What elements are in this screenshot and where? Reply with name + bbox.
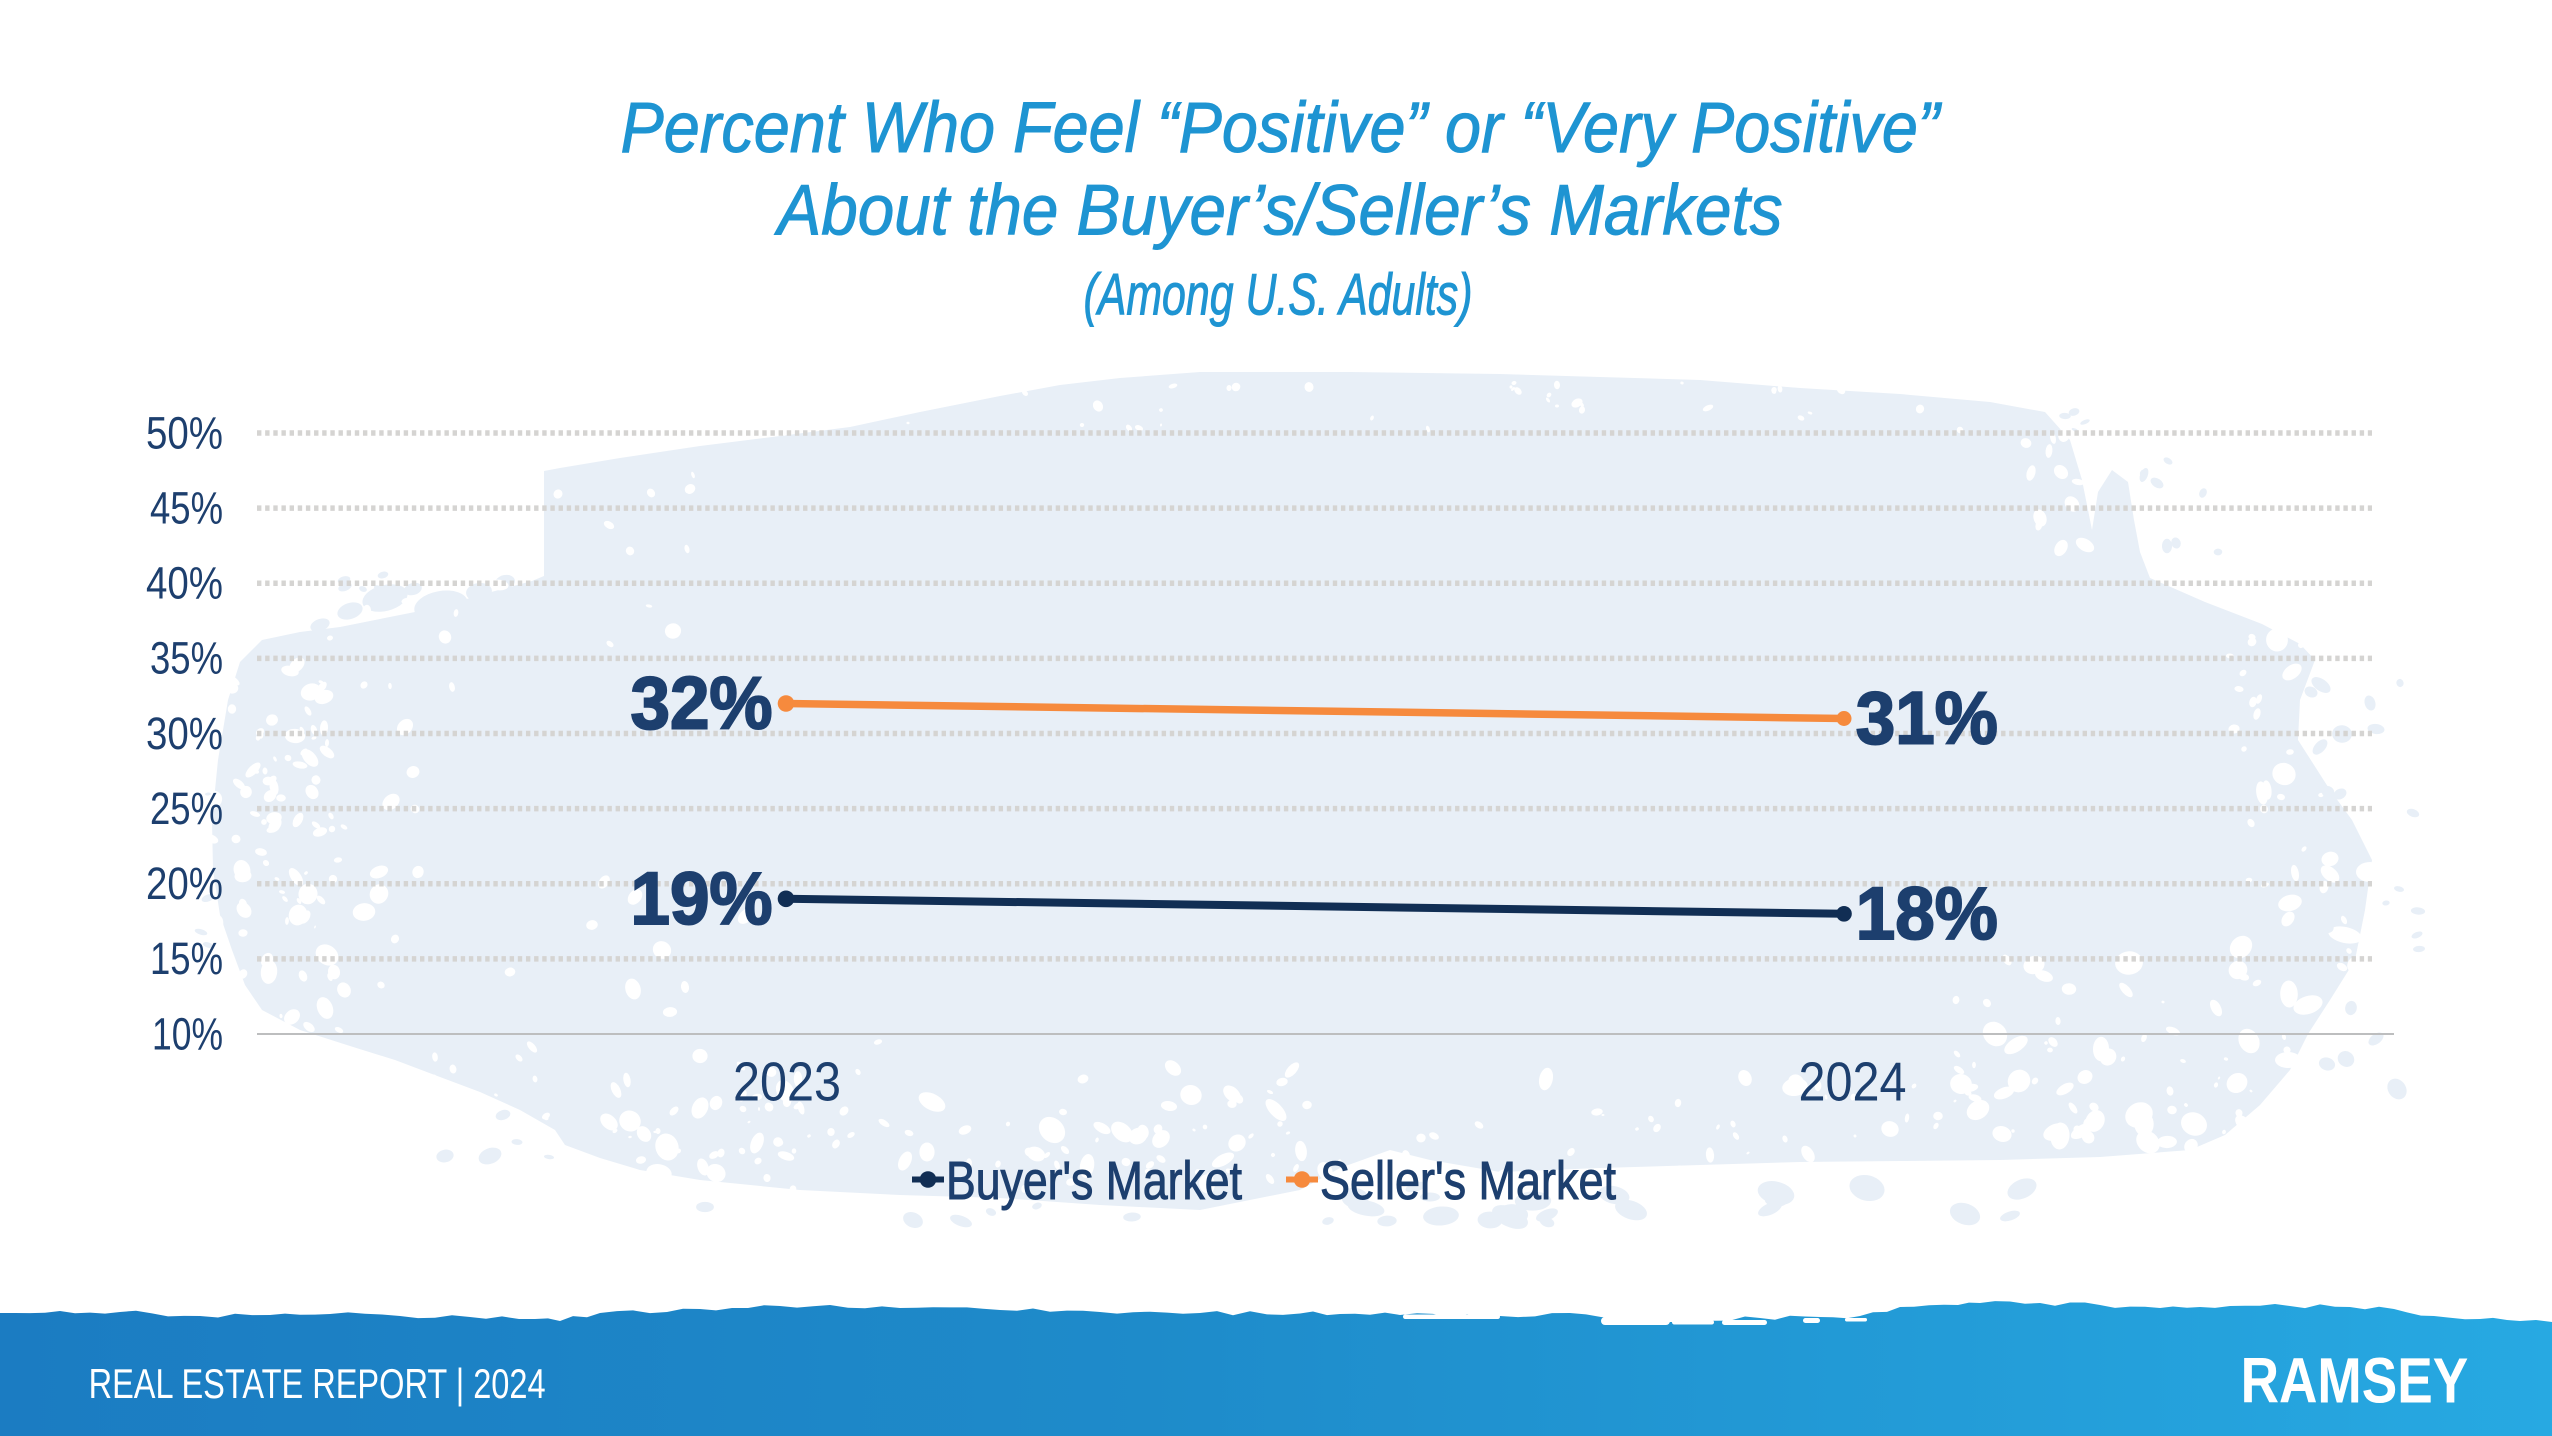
svg-text:Seller's Market: Seller's Market (1320, 1151, 1616, 1211)
svg-text:15%: 15% (150, 933, 223, 984)
svg-text:45%: 45% (150, 482, 223, 533)
svg-text:Percent Who Feel “Positive” or: Percent Who Feel “Positive” or “Very Pos… (621, 89, 1943, 168)
svg-text:About the Buyer’s/Seller’s Mar: About the Buyer’s/Seller’s Markets (774, 172, 1783, 251)
svg-text:50%: 50% (146, 407, 223, 458)
svg-text:20%: 20% (146, 858, 223, 909)
svg-text:RAMSEY: RAMSEY (2241, 1344, 2469, 1416)
svg-text:10%: 10% (152, 1008, 223, 1059)
svg-text:(Among U.S. Adults): (Among U.S. Adults) (1084, 263, 1473, 328)
svg-text:Buyer's Market: Buyer's Market (946, 1151, 1242, 1211)
svg-text:32%: 32% (631, 662, 773, 745)
svg-text:31%: 31% (1856, 677, 1998, 760)
svg-text:35%: 35% (150, 633, 223, 684)
svg-text:30%: 30% (146, 708, 223, 759)
svg-text:18%: 18% (1856, 872, 1998, 955)
svg-text:2023: 2023 (733, 1050, 841, 1112)
svg-text:40%: 40% (146, 558, 223, 609)
svg-text:2024: 2024 (1799, 1050, 1907, 1112)
svg-text:25%: 25% (150, 783, 223, 834)
svg-text:19%: 19% (631, 857, 773, 940)
svg-text:REAL ESTATE REPORT | 2024: REAL ESTATE REPORT | 2024 (89, 1360, 546, 1407)
